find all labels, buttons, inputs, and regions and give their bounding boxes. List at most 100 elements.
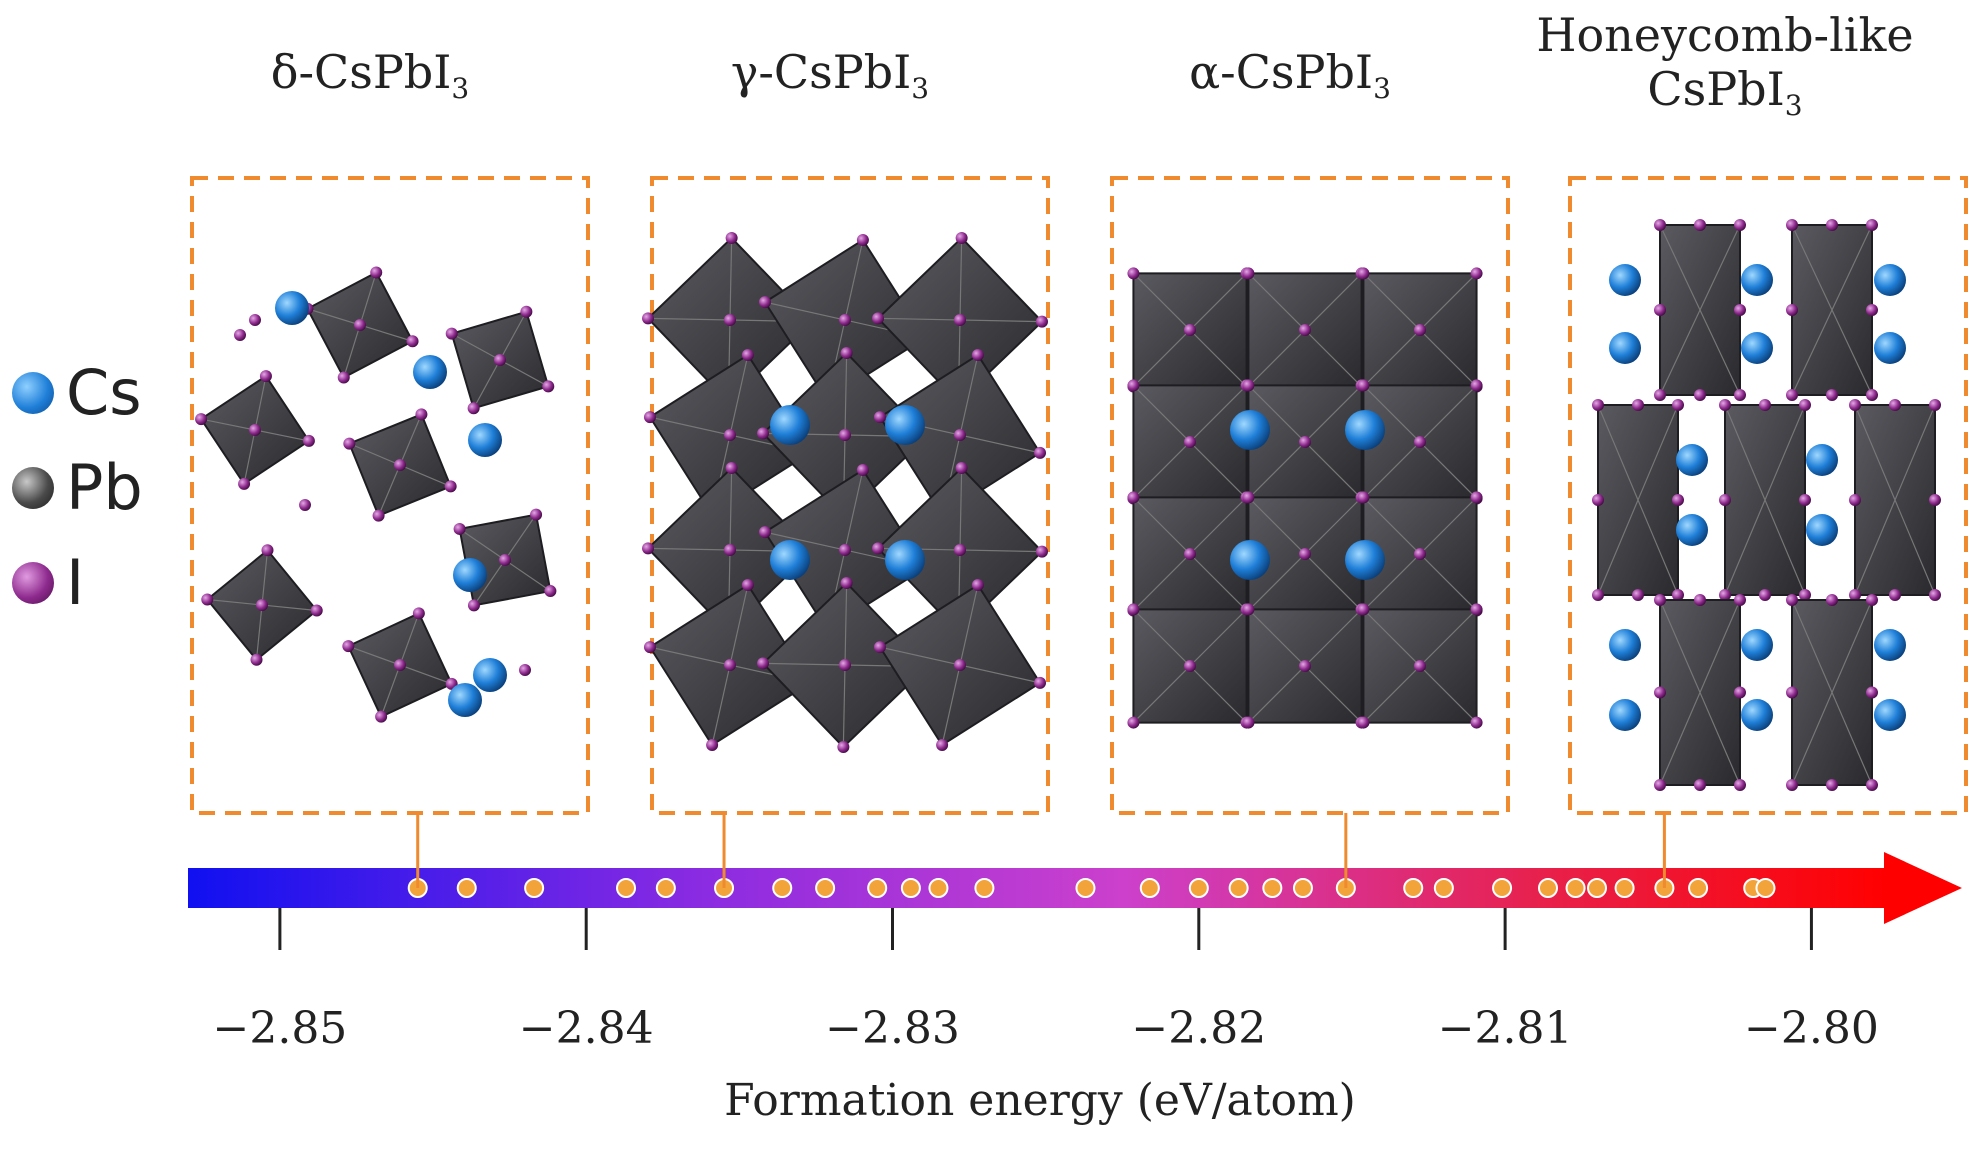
energy-point-4 — [655, 878, 676, 898]
iodine-atom — [337, 371, 350, 384]
iodine-atom — [1759, 399, 1771, 411]
iodine-atom — [954, 544, 966, 556]
iodine-atom — [1826, 779, 1838, 791]
iodine-atom — [370, 266, 383, 279]
axis-tick-label-4: −2.81 — [1438, 1003, 1573, 1054]
iodine-atom — [1654, 304, 1666, 316]
octahedron-edge — [1791, 599, 1873, 786]
iodine-atom — [494, 354, 506, 366]
energy-point-1 — [456, 878, 477, 898]
iodine-atom — [1127, 491, 1140, 504]
cs-atom — [770, 540, 810, 580]
iodine-atom — [1654, 594, 1666, 606]
iodine-atom — [1929, 589, 1941, 601]
iodine-atom — [394, 459, 406, 471]
iodine-atom — [544, 585, 557, 598]
legend-label-i: I — [66, 546, 85, 619]
energy-point-11 — [974, 878, 995, 898]
iodine-atom — [954, 429, 966, 441]
phase-title-alpha: α-CsPbI3 — [1189, 45, 1391, 105]
iodine-atom — [873, 411, 886, 424]
iodine-atom — [1184, 324, 1196, 336]
octahedron-edge — [1659, 599, 1741, 786]
iodine-atom — [1299, 548, 1311, 560]
iodine-atom — [1694, 219, 1706, 231]
energy-point-13 — [1139, 878, 1160, 898]
iodine-atom — [643, 641, 656, 654]
iodine-atom — [1357, 379, 1370, 392]
iodine-atom — [1654, 686, 1666, 699]
energy-point-25 — [1614, 878, 1635, 898]
iodine-atom — [1299, 660, 1311, 672]
iodine-atom — [1786, 219, 1798, 231]
energy-point-14 — [1188, 878, 1209, 898]
axis-ticks: −2.85 −2.84 −2.83 −2.82 −2.81 −2.80 — [212, 908, 1879, 1054]
iodine-atom — [757, 427, 770, 440]
iodine-atom — [642, 312, 655, 325]
energy-point-23 — [1565, 878, 1586, 898]
iodine-atom — [1357, 716, 1370, 729]
phase-box-alpha — [1110, 176, 1510, 815]
iodine-atom — [1826, 594, 1838, 606]
iodine-atom — [1414, 548, 1426, 560]
iodine-atom — [1799, 589, 1811, 601]
iodine-atom — [1786, 779, 1798, 791]
iodine-atom — [741, 578, 754, 591]
iodine-atom — [406, 335, 419, 348]
cs-atom — [1345, 410, 1385, 450]
legend-item-i: I — [12, 535, 143, 630]
phase-title-delta: δ-CsPbI3 — [270, 45, 470, 105]
iodine-atom — [201, 593, 214, 606]
iodine-atom — [445, 327, 458, 340]
iodine-atom — [643, 411, 656, 424]
atom-legend: Cs Pb I — [12, 345, 143, 630]
iodine-atom — [1694, 389, 1706, 401]
iodine-atom — [1184, 660, 1196, 672]
x-axis-label: Formation energy (eV/atom) — [724, 1075, 1356, 1126]
cs-atom — [413, 355, 447, 389]
iodine-atom — [936, 739, 949, 752]
energy-point-20 — [1433, 878, 1454, 898]
iodine-atom — [725, 462, 738, 475]
iodine-atom — [840, 577, 853, 590]
iodine-atom — [1127, 716, 1140, 729]
cs-atom-icon — [12, 371, 54, 414]
energy-axis: −2.85 −2.84 −2.83 −2.82 −2.81 −2.80 — [188, 813, 1962, 1054]
iodine-atom — [1786, 304, 1798, 316]
cs-atom — [1806, 444, 1838, 476]
legend-item-pb: Pb — [12, 440, 143, 535]
iodine-atom — [1786, 389, 1798, 401]
iodine-atom — [249, 314, 261, 326]
iodine-atom — [299, 499, 311, 511]
energy-point-27 — [1688, 878, 1709, 898]
iodine-atom — [453, 522, 466, 535]
iodine-atom — [1694, 779, 1706, 791]
iodine-atom — [839, 429, 851, 441]
iodine-atom — [259, 370, 272, 383]
iodine-atom — [1592, 589, 1604, 601]
iodine-atom — [1242, 491, 1255, 504]
iodine-atom — [839, 314, 851, 326]
iodine-atom — [343, 437, 356, 450]
iodine-atom — [642, 542, 655, 555]
energy-point-8 — [867, 878, 888, 898]
structure-alpha — [1127, 267, 1483, 729]
cs-atom — [1741, 629, 1773, 661]
iodine-atom — [971, 348, 984, 361]
iodine-atom — [310, 604, 323, 617]
pb-atom-icon — [12, 466, 54, 509]
iodine-atom — [1734, 219, 1746, 231]
iodine-atom — [354, 319, 366, 331]
iodine-atom — [250, 653, 263, 666]
cs-atom — [770, 405, 810, 445]
iodine-atom — [499, 554, 511, 566]
iodine-atom — [1734, 304, 1746, 316]
iodine-atom — [372, 509, 385, 522]
iodine-atom — [1470, 716, 1483, 729]
cs-atom — [473, 658, 507, 692]
phase-title-gamma: γ-CsPbI3 — [730, 45, 930, 105]
structure-delta — [195, 266, 557, 723]
cs-atom — [1806, 514, 1838, 546]
legend-label-cs: Cs — [66, 356, 142, 429]
iodine-atom — [1849, 589, 1861, 601]
